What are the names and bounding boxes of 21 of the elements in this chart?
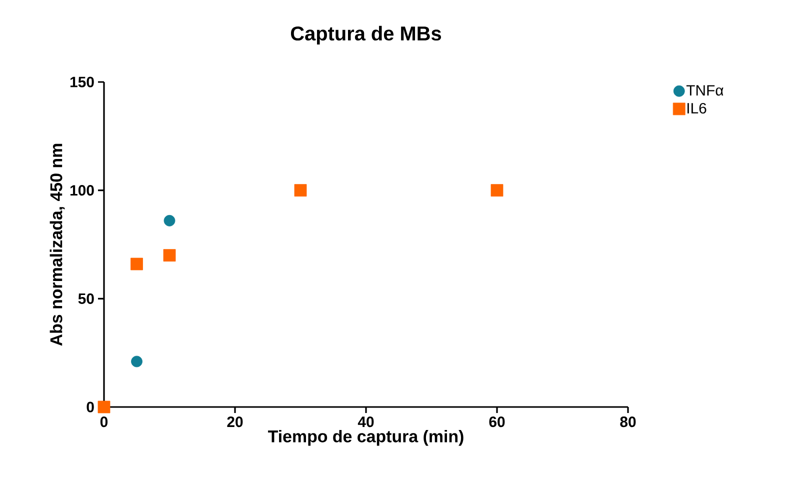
x-tick-label: 0 — [100, 416, 108, 428]
point — [490, 184, 504, 197]
x-tick-label: 40 — [358, 416, 374, 428]
point — [98, 400, 110, 414]
x-tick-label: 20 — [227, 416, 243, 428]
legend-label: IL6 — [687, 102, 706, 114]
point — [294, 184, 307, 197]
x-tick-label: 60 — [489, 416, 505, 428]
y-tick-label: 50 — [78, 293, 94, 304]
legend-label: TNFα — [686, 85, 724, 96]
point — [163, 249, 176, 262]
x-axis-title: Tiempo de captura (min) — [268, 430, 464, 446]
y-tick-label: 150 — [70, 76, 94, 88]
y-tick-label: 0 — [86, 402, 94, 412]
chart-title: Captura de MBs — [290, 26, 442, 45]
point — [131, 356, 142, 368]
point — [164, 214, 176, 226]
y-axis-title: Abs normalizada, 450 nm — [50, 144, 65, 346]
y-tick-label: 100 — [70, 185, 94, 196]
point — [130, 258, 143, 270]
x-tick-label: 80 — [620, 416, 636, 428]
